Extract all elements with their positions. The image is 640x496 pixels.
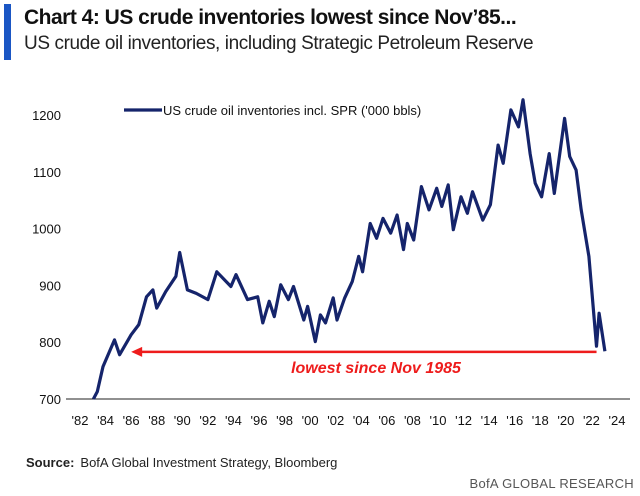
legend-label: US crude oil inventories incl. SPR ('000… [163, 103, 421, 118]
source-text: BofA Global Investment Strategy, Bloombe… [80, 455, 338, 470]
chart-subtitle: US crude oil inventories, including Stra… [24, 33, 534, 54]
source-label: Source: [26, 455, 75, 470]
legend: US crude oil inventories incl. SPR ('000… [124, 103, 421, 118]
annotation-arrow-head [131, 346, 143, 357]
x-tick-label: '82 [72, 413, 89, 428]
x-tick-label: '86 [123, 413, 140, 428]
x-tick-label: '10 [430, 413, 447, 428]
y-tick-label: 1000 [32, 222, 61, 237]
x-tick-label: '06 [378, 413, 395, 428]
x-tick-label: '98 [276, 413, 293, 428]
y-tick-label: 1200 [32, 108, 61, 123]
x-tick-label: '20 [557, 413, 574, 428]
accent-bar [4, 4, 11, 60]
x-tick-label: '96 [251, 413, 268, 428]
x-tick-label: '00 [302, 413, 319, 428]
x-tick-label: '94 [225, 413, 242, 428]
annotation-text: lowest since Nov 1985 [291, 360, 462, 377]
x-tick-label: '14 [481, 413, 498, 428]
y-tick-label: 900 [39, 278, 61, 293]
x-tick-label: '18 [532, 413, 549, 428]
annotation: lowest since Nov 1985 [131, 346, 597, 377]
x-tick-label: '22 [583, 413, 600, 428]
y-tick-label: 1100 [33, 165, 61, 180]
y-tick-label: 700 [39, 392, 61, 407]
x-tick-label: '84 [97, 413, 114, 428]
x-tick-label: '12 [455, 413, 472, 428]
chart-title: Chart 4: US crude inventories lowest sin… [24, 6, 517, 29]
x-tick-label: '04 [353, 413, 370, 428]
x-axis: '82 '84 '86 '88 '90 '92 '94 '96 '98 '00 '02 '04 '06 '… [72, 413, 626, 428]
x-tick-label: '24 [609, 413, 626, 428]
x-tick-label: '08 [404, 413, 421, 428]
x-tick-label: '16 [506, 413, 523, 428]
brand-label: BofA GLOBAL RESEARCH [469, 476, 634, 491]
x-tick-label: '88 [148, 413, 165, 428]
x-tick-label: '02 [327, 413, 344, 428]
x-tick-label: '90 [174, 413, 191, 428]
y-axis: 700 800 900 1000 1100 1200 [32, 108, 61, 407]
x-tick-label: '92 [199, 413, 216, 428]
series-line [91, 98, 607, 400]
source-note: Source: BofA Global Investment Strategy, … [26, 455, 337, 470]
y-tick-label: 800 [39, 335, 61, 350]
